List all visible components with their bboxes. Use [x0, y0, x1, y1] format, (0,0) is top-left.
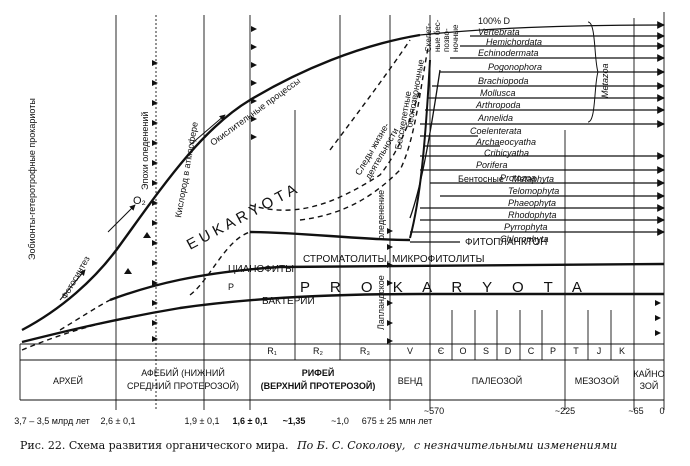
photosynthesis-arrow: [59, 269, 86, 301]
era-kaynozoy-1: КАЙНО: [633, 368, 664, 379]
age-1-6: 1,6 ± 0,1: [233, 416, 268, 426]
period-c: C: [528, 346, 535, 356]
oxygen-arrow: [107, 204, 136, 233]
era-afebiy-2: СРЕДНИЙ ПРОТЕРОЗОЙ): [127, 380, 239, 391]
era-afebiy-1: АФЕБИЙ (НИЖНИЙ: [141, 367, 225, 378]
svg-text:Рис. 22. Схема развития органи: Рис. 22. Схема развития органического ми…: [20, 439, 617, 452]
taxon-pyrrophyta: Pyrrophyta: [504, 222, 548, 232]
period-o: O: [459, 346, 466, 356]
phytoplankton-curve: [249, 230, 411, 242]
era-vend: ВЕНД: [398, 376, 423, 386]
label-oledenenie: оледенение: [376, 190, 386, 240]
label-stromatolity: СТРОМАТОЛИТЫ, МИКРОФИТОЛИТЫ: [303, 254, 485, 265]
period-j: J: [597, 346, 602, 356]
era-archey: АРХЕЙ: [53, 375, 83, 386]
eras-row: АРХЕЙ АФЕБИЙ (НИЖНИЙ СРЕДНИЙ ПРОТЕРОЗОЙ)…: [53, 367, 665, 391]
taxon-telomophyta: Telomophyta: [508, 186, 559, 196]
age-675: 675 ± 25 млн лет: [362, 416, 432, 426]
age-1-9: 1,9 ± 0,1: [185, 416, 220, 426]
age-1-35: ~1,35: [283, 416, 306, 426]
figure-caption: Рис. 22. Схема развития органического ми…: [20, 439, 617, 452]
age-65: ~65: [628, 406, 643, 416]
period-r3: R₃: [360, 346, 370, 356]
label-skel-2: ные бес-: [433, 19, 442, 52]
era-mezozoy: МЕЗОЗОЙ: [575, 375, 619, 386]
glaciation-markers-column2: [251, 26, 257, 140]
taxon-coelenterata: Coelenterata: [470, 126, 522, 136]
eukaryote-main-curve: [21, 33, 421, 332]
taxon-cribicyatha: Cribicyatha: [484, 148, 529, 158]
era-paleozoy: ПАЛЕОЗОЙ: [472, 375, 522, 386]
era-kaynozoy-2: ЗОЙ: [640, 380, 659, 391]
eukaryote-branch-dashed-2: [299, 47, 429, 221]
taxon-vertebrata: Vertebrata: [478, 27, 520, 37]
taxon-annelida: Annelida: [477, 113, 513, 123]
taxon-rhodophyta: Rhodophyta: [508, 210, 557, 220]
taxon-metaphyta: Metaphyta: [512, 174, 554, 184]
label-skel-4: ночные: [451, 24, 460, 52]
label-skel-3: позво-: [442, 28, 451, 52]
era-rifey-1: РИФЕЙ: [302, 367, 335, 378]
taxon-protozoa: Protozoa: [500, 173, 536, 183]
caption-source: По Б. С. Соколову,: [296, 439, 405, 452]
cyanophyta-dashed: [59, 299, 111, 331]
label-fitoplankton: ФИТОПЛАНКТОН: [465, 237, 547, 248]
periods-row: R₁ R₂ R₃ V Є O S D C P T J K: [267, 346, 625, 356]
taxon-pogonophora: Pogonophora: [488, 62, 542, 72]
taxon-phaeophyta: Phaeophyta: [508, 198, 556, 208]
age-570: ~570: [424, 406, 444, 416]
label-o2: O₂: [133, 195, 146, 207]
era-rifey-2: (ВЕРХНИЙ ПРОТЕРОЗОЙ): [261, 380, 376, 391]
oxidation-arrow: [189, 114, 226, 146]
glaciation-markers: [124, 60, 661, 344]
age-225: ~225: [555, 406, 575, 416]
taxon-archaeocyatha: Archaeocyatha: [475, 137, 536, 147]
period-p: P: [550, 346, 556, 356]
age-2-6: 2,6 ± 0,1: [101, 416, 136, 426]
taxa-lines: [409, 21, 665, 243]
caption-note: с незначительными изменениями: [414, 439, 617, 452]
period-v: V: [407, 346, 413, 356]
caption-main: Рис. 22. Схема развития органического ми…: [20, 439, 289, 452]
period-s: S: [483, 346, 489, 356]
taxon-brachiopoda: Brachiopoda: [478, 76, 529, 86]
era-boundaries: [115, 15, 635, 410]
label-laplandskoe: Лапландское: [376, 275, 386, 330]
label-hundred: 100% D: [478, 16, 511, 26]
label-metazoa: Metazoa: [600, 63, 610, 98]
metazoa-brace: [587, 21, 599, 123]
label-eobionty: Эобионты-гетеротрофные прокариоты: [27, 98, 37, 260]
taxon-porifera: Porifera: [476, 160, 508, 170]
period-r2: R₂: [313, 346, 323, 356]
age-1-0: ~1,0: [331, 416, 349, 426]
taxon-echinodermata: Echinodermata: [478, 48, 539, 58]
taxon-chlorophyta: Chlorophyta: [500, 234, 549, 244]
taxa-names: Vertebrata Hemichordata Echinodermata Po…: [470, 27, 559, 244]
period-t: T: [573, 346, 579, 356]
cyanophyta-curve: [109, 262, 665, 302]
bacteria-dashed: [21, 317, 131, 351]
label-bentosnye: Бентосные: [458, 174, 504, 184]
eukaryote-branch-dashed-3: [329, 39, 411, 151]
age-axis: 3,7 – 3,5 млрд лет 2,6 ± 0,1 1,9 ± 0,1 1…: [14, 406, 664, 426]
period-d: D: [505, 346, 512, 356]
age-archey-start: 3,7 – 3,5 млрд лет: [14, 416, 90, 426]
eukaryote-branch-dashed-1: [249, 89, 421, 211]
period-k: K: [619, 346, 625, 356]
taxon-mollusca: Mollusca: [480, 88, 516, 98]
label-eukaryota: E U K A R Y O T A: [184, 181, 300, 253]
label-p-small: P: [228, 282, 234, 292]
label-prokaryota: P R O K A R Y O T A: [300, 279, 590, 296]
label-skel-1: Скелет-: [424, 23, 433, 52]
label-epokhi: Эпохи оледенений: [140, 112, 150, 190]
age-0: 0: [659, 406, 664, 416]
taxon-hemichordata: Hemichordata: [486, 37, 542, 47]
taxon-arthropoda: Arthropoda: [475, 100, 521, 110]
period-cambrian: Є: [438, 346, 445, 356]
label-bakterii: БАКТЕРИИ: [262, 296, 315, 307]
period-r1: R₁: [267, 346, 277, 356]
label-cianofity: ЦИАНОФИТЫ: [228, 264, 294, 275]
bacteria-curve: [21, 292, 664, 344]
